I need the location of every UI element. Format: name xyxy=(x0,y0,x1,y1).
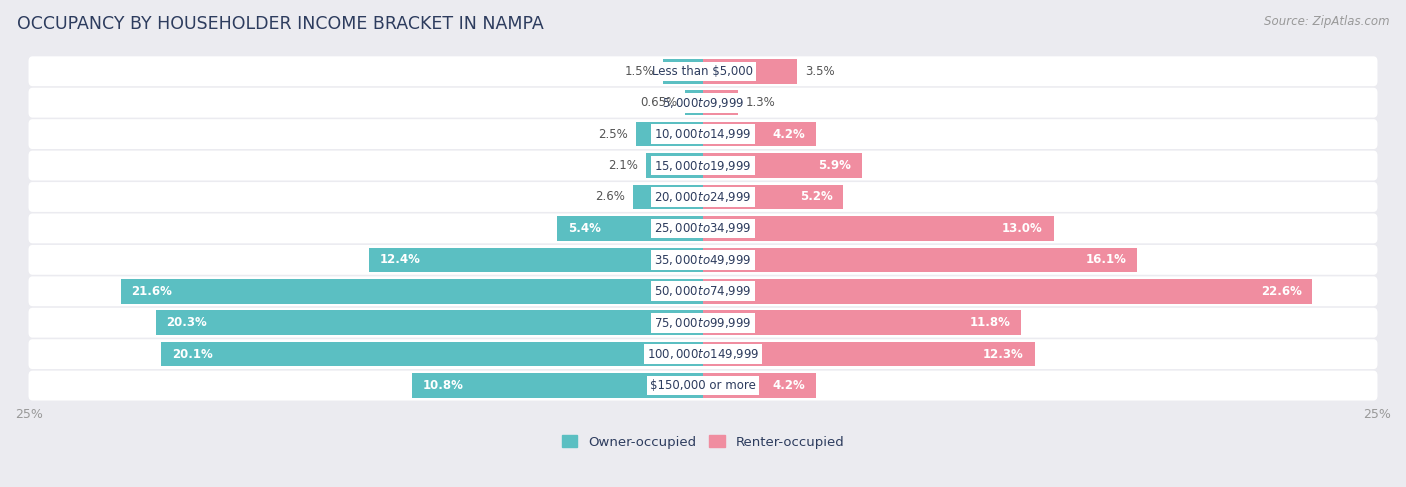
Text: $50,000 to $74,999: $50,000 to $74,999 xyxy=(654,284,752,298)
Bar xyxy=(703,91,738,115)
Bar xyxy=(662,59,703,83)
FancyBboxPatch shape xyxy=(28,308,1378,337)
Text: 22.6%: 22.6% xyxy=(1261,285,1302,298)
Bar xyxy=(633,185,703,209)
Bar xyxy=(703,374,817,398)
Bar xyxy=(121,279,703,303)
Bar xyxy=(703,122,817,147)
Text: 21.6%: 21.6% xyxy=(131,285,173,298)
Text: 3.5%: 3.5% xyxy=(806,65,835,78)
Text: 5.2%: 5.2% xyxy=(800,190,832,204)
Bar xyxy=(703,279,1312,303)
FancyBboxPatch shape xyxy=(28,371,1378,400)
FancyBboxPatch shape xyxy=(28,119,1378,149)
Text: 2.5%: 2.5% xyxy=(598,128,627,141)
Bar xyxy=(703,153,862,178)
Text: $5,000 to $9,999: $5,000 to $9,999 xyxy=(662,95,744,110)
Bar xyxy=(412,374,703,398)
Bar xyxy=(703,342,1035,366)
Text: 1.5%: 1.5% xyxy=(624,65,654,78)
Bar xyxy=(703,216,1053,241)
FancyBboxPatch shape xyxy=(28,339,1378,369)
Text: $100,000 to $149,999: $100,000 to $149,999 xyxy=(647,347,759,361)
Text: 16.1%: 16.1% xyxy=(1085,253,1126,266)
Text: 20.1%: 20.1% xyxy=(172,348,212,361)
Bar xyxy=(162,342,703,366)
Text: $35,000 to $49,999: $35,000 to $49,999 xyxy=(654,253,752,267)
Text: 0.65%: 0.65% xyxy=(640,96,678,109)
Text: $20,000 to $24,999: $20,000 to $24,999 xyxy=(654,190,752,204)
Bar xyxy=(703,247,1137,272)
Text: 5.4%: 5.4% xyxy=(568,222,600,235)
Text: 5.9%: 5.9% xyxy=(818,159,851,172)
FancyBboxPatch shape xyxy=(28,150,1378,181)
Bar xyxy=(368,247,703,272)
Text: 10.8%: 10.8% xyxy=(423,379,464,392)
FancyBboxPatch shape xyxy=(28,245,1378,275)
Text: 13.0%: 13.0% xyxy=(1002,222,1043,235)
Bar xyxy=(703,185,844,209)
Text: $15,000 to $19,999: $15,000 to $19,999 xyxy=(654,159,752,172)
FancyBboxPatch shape xyxy=(28,182,1378,212)
Text: 12.4%: 12.4% xyxy=(380,253,420,266)
Bar xyxy=(686,91,703,115)
FancyBboxPatch shape xyxy=(28,88,1378,118)
FancyBboxPatch shape xyxy=(28,276,1378,306)
Text: 12.3%: 12.3% xyxy=(983,348,1024,361)
FancyBboxPatch shape xyxy=(28,56,1378,86)
Text: 4.2%: 4.2% xyxy=(773,128,806,141)
Text: Less than $5,000: Less than $5,000 xyxy=(652,65,754,78)
Text: $10,000 to $14,999: $10,000 to $14,999 xyxy=(654,127,752,141)
Text: 2.1%: 2.1% xyxy=(609,159,638,172)
FancyBboxPatch shape xyxy=(28,213,1378,244)
Bar xyxy=(703,59,797,83)
Bar xyxy=(557,216,703,241)
Text: 2.6%: 2.6% xyxy=(595,190,624,204)
Text: $150,000 or more: $150,000 or more xyxy=(650,379,756,392)
Text: Source: ZipAtlas.com: Source: ZipAtlas.com xyxy=(1264,15,1389,28)
Text: OCCUPANCY BY HOUSEHOLDER INCOME BRACKET IN NAMPA: OCCUPANCY BY HOUSEHOLDER INCOME BRACKET … xyxy=(17,15,544,33)
Text: $75,000 to $99,999: $75,000 to $99,999 xyxy=(654,316,752,330)
Bar xyxy=(636,122,703,147)
Bar xyxy=(703,310,1021,335)
Bar xyxy=(156,310,703,335)
Bar xyxy=(647,153,703,178)
Text: 20.3%: 20.3% xyxy=(166,316,207,329)
Text: 4.2%: 4.2% xyxy=(773,379,806,392)
Text: 1.3%: 1.3% xyxy=(747,96,776,109)
Text: $25,000 to $34,999: $25,000 to $34,999 xyxy=(654,222,752,235)
Text: 11.8%: 11.8% xyxy=(970,316,1011,329)
Legend: Owner-occupied, Renter-occupied: Owner-occupied, Renter-occupied xyxy=(561,435,845,449)
